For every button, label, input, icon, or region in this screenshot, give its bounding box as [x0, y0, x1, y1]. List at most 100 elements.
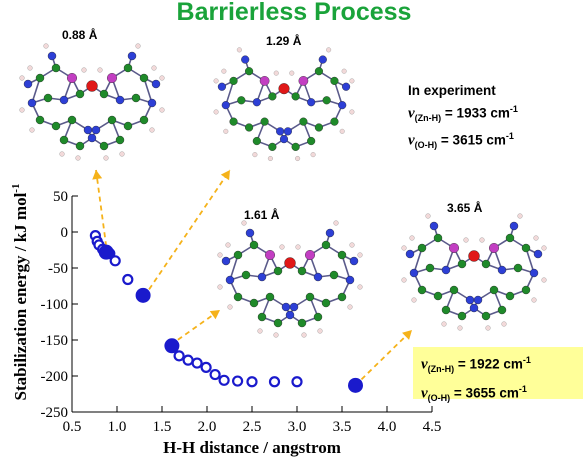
- atom: [305, 292, 315, 302]
- hydrogen-atom: [310, 152, 316, 158]
- atom: [322, 96, 331, 105]
- hydrogen-atom: [221, 68, 227, 74]
- atom: [488, 243, 500, 254]
- atom: [35, 115, 45, 125]
- atom: [441, 265, 451, 275]
- atom: [307, 136, 316, 146]
- data-point-filled: [135, 287, 151, 303]
- atom: [505, 291, 515, 301]
- data-point-open: [191, 357, 203, 369]
- data-points: [89, 230, 363, 393]
- hydrogen-atom: [19, 75, 25, 81]
- atom: [342, 82, 351, 91]
- atom: [521, 243, 531, 253]
- atom: [433, 291, 443, 301]
- atom: [249, 240, 259, 250]
- hydrogen-atom: [541, 277, 547, 283]
- data-point-filled: [98, 244, 114, 260]
- figure-title: Barrierless Process: [176, 0, 412, 26]
- atom: [497, 265, 507, 275]
- experiment-zn-h: ν(Zn-H) = 1933 cm-1: [408, 104, 518, 124]
- arrow-line: [148, 169, 231, 290]
- hydrogen-atom: [159, 107, 165, 113]
- data-point-open: [122, 273, 134, 286]
- data-point-filled: [348, 377, 363, 393]
- atom: [91, 125, 101, 135]
- data-point-open: [246, 376, 258, 388]
- hydrogen-atom: [479, 237, 485, 243]
- atom: [297, 266, 307, 276]
- data-point-open: [200, 361, 212, 373]
- atom: [27, 98, 37, 108]
- atom: [75, 89, 85, 99]
- hydrogen-atom: [119, 151, 125, 157]
- molecule-structure-0: [19, 43, 165, 161]
- hydrogen-atom: [401, 245, 407, 251]
- hydrogen-atom: [267, 155, 273, 162]
- atom: [314, 123, 323, 132]
- experiment-frequencies: In experiment ν(Zn-H) = 1933 cm-1 ν(O-H)…: [408, 82, 518, 154]
- data-point-open: [109, 255, 121, 267]
- calculated-zn-h: ν(Zn-H) = 1922 cm-1: [421, 355, 531, 375]
- y-tick-label: -50: [48, 261, 68, 277]
- hydrogen-atom: [273, 70, 279, 76]
- hydrogen-atom: [27, 65, 33, 71]
- atom: [83, 125, 93, 135]
- atom: [329, 270, 339, 280]
- pointer-arrows: [92, 169, 413, 381]
- atom: [297, 318, 307, 328]
- structure-label-0: 0.88 Å: [62, 28, 98, 42]
- bond: [225, 80, 235, 106]
- arrow-head: [220, 170, 230, 181]
- hydrogen-atom: [289, 70, 295, 76]
- atom: [313, 312, 323, 322]
- hydrogen-atom: [357, 284, 363, 290]
- y-axis-title-superscript: -1: [10, 184, 22, 193]
- atom: [151, 79, 161, 89]
- hydrogen-atom: [19, 107, 25, 113]
- hydrogen-atom: [151, 65, 157, 71]
- atom: [481, 259, 491, 269]
- atom: [75, 141, 85, 151]
- atom: [260, 117, 269, 126]
- atom: [330, 117, 339, 126]
- hydrogen-atom: [517, 213, 523, 219]
- atom: [131, 93, 141, 103]
- arrow-line: [95, 169, 108, 247]
- hydrogen-atom: [349, 109, 355, 115]
- atom: [283, 127, 292, 136]
- atom: [233, 250, 243, 260]
- atom: [241, 270, 251, 280]
- atom: [47, 51, 57, 61]
- atom: [87, 133, 97, 143]
- atom: [505, 233, 515, 243]
- x-tick-label: 4.5: [423, 419, 442, 435]
- hydrogen-atom: [273, 332, 279, 338]
- experiment-heading: In experiment: [408, 83, 496, 98]
- arrow-head: [209, 310, 220, 320]
- hydrogen-atom: [301, 332, 307, 338]
- experiment-o-h: ν(O-H) = 3615 cm-1: [408, 131, 514, 151]
- atom: [67, 115, 77, 125]
- atom: [489, 285, 499, 295]
- hydrogen-atom: [59, 151, 65, 157]
- atom: [245, 123, 254, 132]
- atom: [285, 310, 295, 320]
- atom: [278, 83, 290, 95]
- molecule-structure-1: [213, 47, 355, 162]
- atom: [318, 55, 327, 64]
- atom: [429, 221, 439, 231]
- hydrogen-atom: [425, 213, 431, 219]
- hydrogen-atom: [409, 235, 415, 241]
- data-point-open: [173, 350, 185, 362]
- hydrogen-atom: [349, 242, 355, 248]
- atom: [147, 98, 157, 108]
- atom: [409, 268, 419, 278]
- atom: [273, 266, 283, 276]
- hydrogen-atom: [541, 245, 547, 251]
- hydrogen-atom: [135, 43, 141, 49]
- hydrogen-atom: [401, 277, 407, 283]
- atom: [252, 136, 261, 146]
